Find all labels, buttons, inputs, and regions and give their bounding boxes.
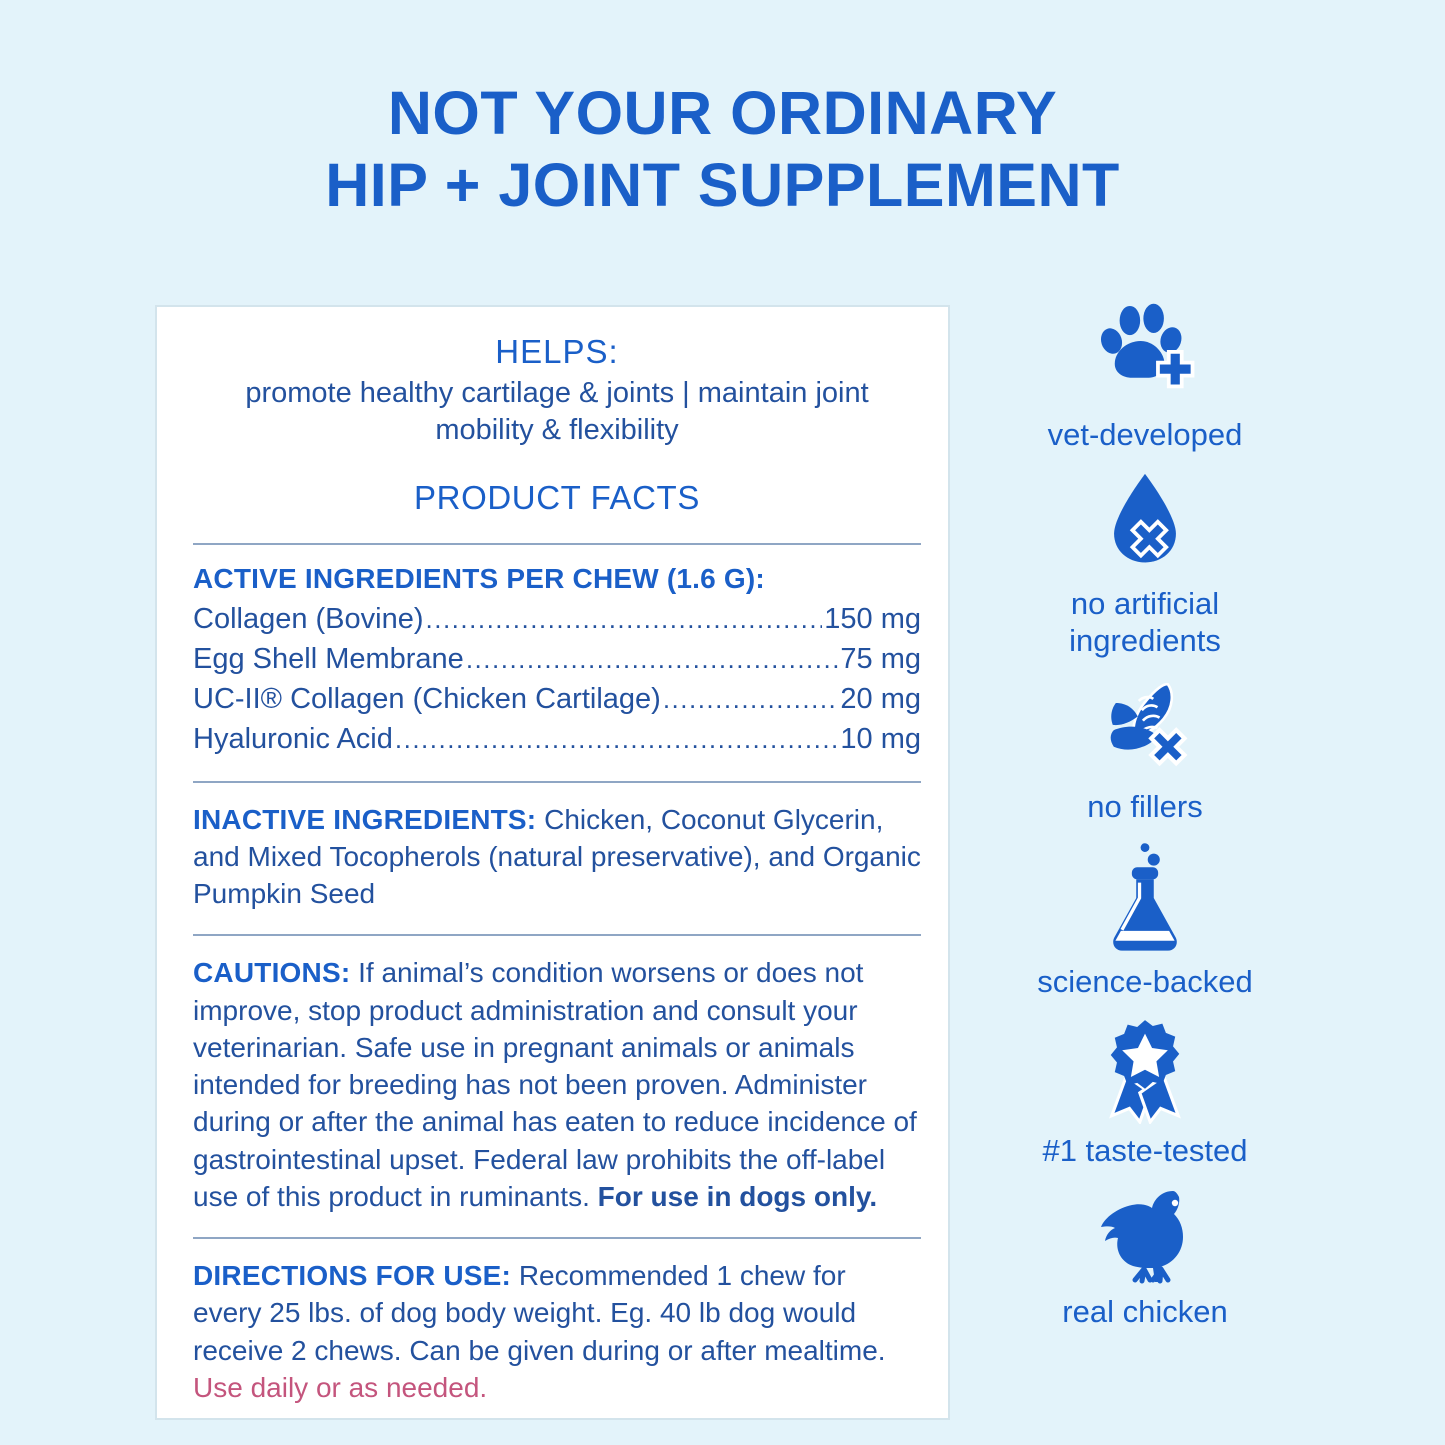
dot-leader: ........................................… <box>425 603 823 634</box>
badge-taste-tested: #1 taste-tested <box>1000 1016 1290 1169</box>
cautions-heading: CAUTIONS: <box>193 957 351 989</box>
divider-2 <box>193 780 921 783</box>
headline-line-2: HIP + JOINT SUPPLEMENT <box>325 150 1120 219</box>
ingredient-amount: 10 mg <box>840 722 921 755</box>
divider-3 <box>193 934 921 937</box>
inactive-ingredients-text: Chicken, Coconut Glycerin, and Mixed Toc… <box>193 803 921 910</box>
active-ingredients-list: Collagen (Bovine) ......................… <box>193 599 921 759</box>
inactive-ingredients-heading: INACTIVE INGREDIENTS: <box>193 803 537 835</box>
ingredient-amount: 20 mg <box>840 682 921 715</box>
inactive-ingredients-block: INACTIVE INGREDIENTS: Chicken, Coconut G… <box>193 801 921 913</box>
table-row: Collagen (Bovine) ......................… <box>193 599 921 639</box>
divider-1 <box>193 542 921 545</box>
table-row: UC-II® Collagen (Chicken Cartilage) ....… <box>193 679 921 719</box>
badge-science-backed: science-backed <box>1000 841 1290 1000</box>
award-ribbon-icon <box>1109 1020 1181 1124</box>
badge-label: no artificial ingredients <box>1069 586 1221 659</box>
directions-pink-tail: Use daily or as needed. <box>193 1371 488 1403</box>
active-ingredients-heading: ACTIVE INGREDIENTS PER CHEW (1.6 G): <box>193 562 765 594</box>
corn-x-icon <box>1110 682 1188 766</box>
ingredient-name: Hyaluronic Acid <box>193 722 393 755</box>
badge-real-chicken: real chicken <box>1000 1185 1290 1330</box>
divider-4 <box>193 1237 921 1240</box>
helps-title: HELPS: <box>495 333 619 370</box>
badge-no-fillers: no fillers <box>1000 676 1290 825</box>
ingredient-name: UC-II® Collagen (Chicken Cartilage) <box>193 682 661 715</box>
badge-no-artificial-ingredients: no artificial ingredients <box>1000 469 1290 659</box>
headline-line-1: NOT YOUR ORDINARY <box>387 79 1058 147</box>
helps-body: promote healthy cartilage & joints | mai… <box>245 377 869 446</box>
product-facts-title: PRODUCT FACTS <box>414 478 700 516</box>
badge-label: vet-developed <box>1047 417 1243 452</box>
cautions-text: If animal’s condition worsens or does no… <box>193 957 917 1212</box>
page-title: NOT YOUR ORDINARY HIP + JOINT SUPPLEMENT <box>0 78 1445 222</box>
table-row: Hyaluronic Acid ........................… <box>193 719 921 759</box>
badge-list: vet-developed no artificial ingredients … <box>1000 300 1290 1346</box>
flask-icon <box>1113 842 1177 951</box>
table-row: Egg Shell Membrane .....................… <box>193 639 921 679</box>
paw-plus-icon <box>1100 303 1195 389</box>
badge-label: science-backed <box>1037 963 1253 999</box>
ingredient-name: Collagen (Bovine) <box>193 602 424 635</box>
ingredient-amount: 150 mg <box>824 602 921 635</box>
dot-leader: ........................................… <box>394 723 839 754</box>
badge-label: #1 taste-tested <box>1042 1132 1248 1168</box>
directions-text: Recommended 1 chew for every 25 lbs. of … <box>193 1260 886 1366</box>
droplet-x-icon <box>1114 474 1176 563</box>
directions-block: DIRECTIONS FOR USE: Recommended 1 chew f… <box>193 1257 921 1406</box>
cautions-block: CAUTIONS: If animal’s condition worsens … <box>193 954 921 1215</box>
product-facts-card: HELPS: promote healthy cartilage & joint… <box>155 305 950 1420</box>
dot-leader: ........................................… <box>662 683 839 714</box>
ingredient-name: Egg Shell Membrane <box>193 642 464 675</box>
ingredient-amount: 75 mg <box>840 642 921 675</box>
chicken-icon <box>1101 1191 1183 1284</box>
cautions-bold-tail: For use in dogs only. <box>597 1180 878 1212</box>
badge-label: real chicken <box>1062 1294 1228 1330</box>
badge-label: no fillers <box>1087 788 1203 824</box>
dot-leader: ........................................… <box>465 643 839 674</box>
directions-heading: DIRECTIONS FOR USE: <box>193 1260 512 1292</box>
badge-vet-developed: vet-developed <box>1000 300 1290 453</box>
